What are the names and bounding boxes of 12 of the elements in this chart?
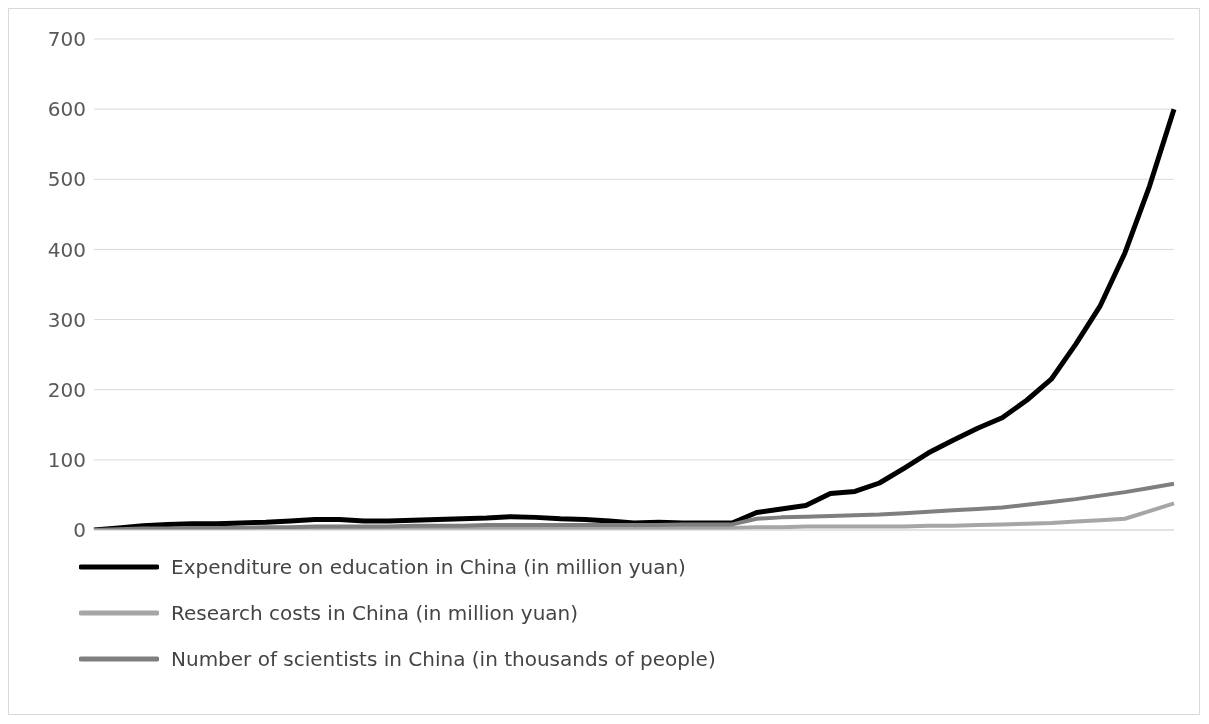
y-tick-label: 100 (47, 447, 86, 472)
y-tick-label: 500 (47, 167, 86, 192)
legend-label: Number of scientists in China (in thousands of people) (171, 647, 716, 671)
y-tick-label: 300 (47, 307, 86, 332)
legend-label: Research costs in China (in million yuan) (171, 601, 579, 625)
y-tick-label: 400 (47, 237, 86, 262)
y-tick-label: 600 (47, 97, 86, 122)
line-series (92, 481, 1176, 530)
y-tick-label: 200 (47, 377, 86, 402)
y-tick-label: 0 (73, 518, 86, 543)
y-tick-label: 700 (47, 27, 86, 52)
legend-label: Expenditure on education in China (in million yuan) (171, 555, 686, 579)
